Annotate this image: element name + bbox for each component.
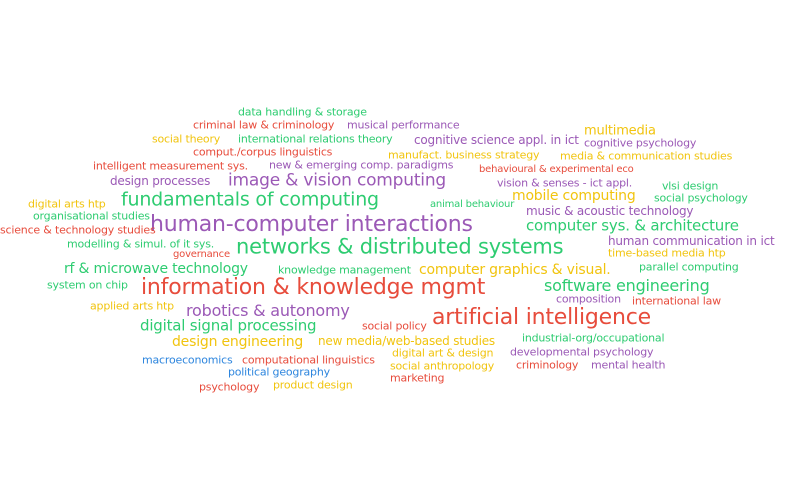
word: digital arts htp [28, 197, 106, 211]
word: political geography [228, 365, 330, 379]
word: comput./corpus linguistics [193, 145, 333, 159]
word: information & knowledge mgmt [141, 275, 486, 300]
word: computational linguistics [242, 353, 375, 367]
word: social policy [362, 319, 427, 333]
word: vlsi design [662, 179, 719, 193]
word: human-computer interactions [150, 212, 473, 237]
word: science & technology studies [0, 223, 156, 237]
word: cognitive science appl. in ict [414, 133, 579, 147]
word: time-based media htp [608, 246, 726, 260]
word: marketing [390, 371, 445, 385]
word: knowledge management [278, 263, 411, 277]
word: parallel computing [639, 260, 739, 274]
word: manufact. business strategy [388, 148, 540, 162]
word: data handling & storage [238, 105, 367, 119]
word: image & vision computing [228, 170, 446, 191]
word: animal behaviour [430, 199, 515, 210]
word: networks & distributed systems [236, 234, 564, 259]
word: intelligent measurement sys. [93, 159, 248, 173]
word: vision & senses - ict appl. [497, 176, 633, 190]
word: cognitive psychology [584, 136, 697, 150]
word: modelling & simul. of it sys. [67, 237, 215, 251]
word: mobile computing [512, 188, 636, 204]
word: digital art & design [392, 346, 494, 360]
word: music & acoustic technology [526, 204, 694, 218]
word: robotics & autonomy [186, 301, 350, 320]
word: new media/web-based studies [318, 334, 495, 348]
word: criminology [516, 358, 579, 372]
word: social psychology [654, 191, 748, 205]
word: software engineering [544, 276, 710, 295]
word: social theory [152, 132, 221, 146]
word: rf & microwave technology [64, 261, 248, 277]
word: artificial intelligence [432, 305, 651, 330]
word: organisational studies [33, 209, 150, 223]
word: industrial-org/occupational [522, 331, 665, 345]
word: design engineering [172, 334, 304, 350]
word: media & communication studies [560, 149, 733, 163]
word: governance [173, 249, 230, 260]
word: international relations theory [238, 132, 393, 146]
word: developmental psychology [510, 345, 654, 359]
word: system on chip [47, 278, 128, 292]
word: multimedia [584, 123, 656, 139]
word: product design [273, 378, 353, 392]
word: macroeconomics [142, 353, 233, 367]
word: behavioural & experimental eco [479, 164, 634, 175]
word: applied arts htp [90, 299, 174, 313]
word: fundamentals of computing [121, 188, 379, 211]
word: design processes [110, 174, 211, 188]
word: international law [632, 294, 721, 308]
word: computer sys. & architecture [526, 216, 739, 235]
word: digital signal processing [140, 316, 317, 335]
word: human communication in ict [608, 234, 775, 248]
word: social anthropology [390, 359, 495, 373]
word: composition [556, 292, 621, 306]
word: computer graphics & visual. [419, 262, 611, 278]
word: criminal law & criminology [193, 118, 335, 132]
word: psychology [199, 380, 260, 394]
word: mental health [591, 358, 666, 372]
word: new & emerging comp. paradigms [269, 158, 454, 172]
word: musical performance [347, 118, 460, 132]
